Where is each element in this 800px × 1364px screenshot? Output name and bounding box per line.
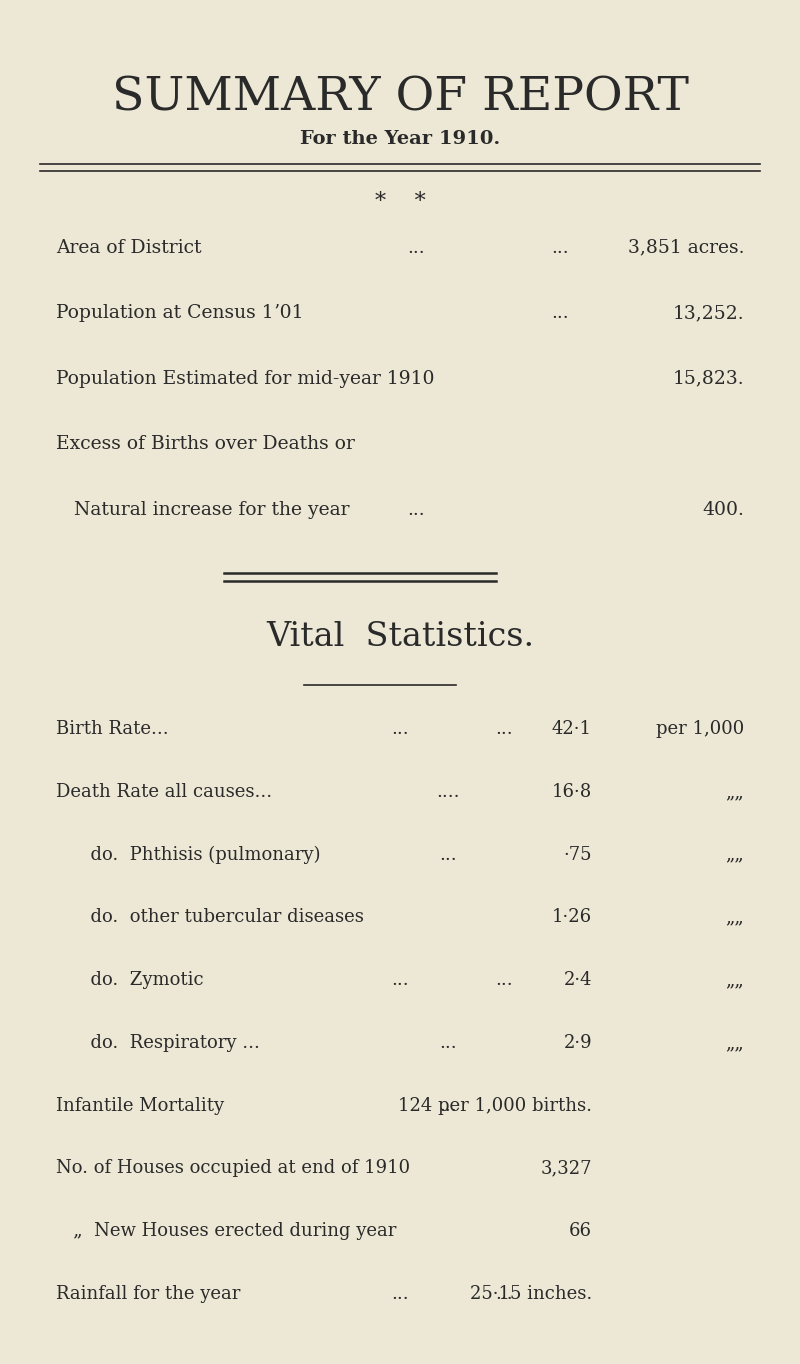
Text: 400.: 400. [702, 501, 744, 518]
Text: ...: ... [439, 1034, 457, 1052]
Text: ...: ... [551, 304, 569, 322]
Text: „„: „„ [726, 1034, 744, 1052]
Text: No. of Houses occupied at end of 1910: No. of Houses occupied at end of 1910 [56, 1159, 410, 1177]
Text: 13,252.: 13,252. [672, 304, 744, 322]
Text: 25·15 inches.: 25·15 inches. [470, 1285, 592, 1303]
Text: *    *: * * [374, 191, 426, 213]
Text: ...: ... [391, 1285, 409, 1303]
Text: 124 per 1,000 births.: 124 per 1,000 births. [398, 1097, 592, 1114]
Text: „„: „„ [726, 783, 744, 801]
Text: 2·9: 2·9 [563, 1034, 592, 1052]
Text: „„: „„ [726, 908, 744, 926]
Text: ·75: ·75 [563, 846, 592, 863]
Text: do.  Phthisis (pulmonary): do. Phthisis (pulmonary) [56, 846, 321, 863]
Text: „„: „„ [726, 846, 744, 863]
Text: Population at Census 1ʼ01: Population at Census 1ʼ01 [56, 304, 303, 322]
Text: Infantile Mortality: Infantile Mortality [56, 1097, 224, 1114]
Text: 3,327: 3,327 [541, 1159, 592, 1177]
Text: Natural increase for the year: Natural increase for the year [56, 501, 350, 518]
Text: ...: ... [391, 971, 409, 989]
Text: ...: ... [439, 846, 457, 863]
Text: ...: ... [439, 1097, 457, 1114]
Text: Population Estimated for mid-year 1910: Population Estimated for mid-year 1910 [56, 370, 434, 387]
Text: „  New Houses erected during year: „ New Houses erected during year [56, 1222, 396, 1240]
Text: ...: ... [391, 720, 409, 738]
Text: Area of District: Area of District [56, 239, 202, 256]
Text: For the Year 1910.: For the Year 1910. [300, 130, 500, 147]
Text: Excess of Births over Deaths or: Excess of Births over Deaths or [56, 435, 355, 453]
Text: ....: .... [436, 783, 460, 801]
Text: per 1,000: per 1,000 [656, 720, 744, 738]
Text: 16·8: 16·8 [552, 783, 592, 801]
Text: ...: ... [551, 239, 569, 256]
Text: 66: 66 [569, 1222, 592, 1240]
Text: 2·4: 2·4 [563, 971, 592, 989]
Text: 1·26: 1·26 [552, 908, 592, 926]
Text: SUMMARY OF REPORT: SUMMARY OF REPORT [111, 75, 689, 120]
Text: ...: ... [407, 501, 425, 518]
Text: ...: ... [495, 971, 513, 989]
Text: do.  Respiratory ...: do. Respiratory ... [56, 1034, 260, 1052]
Text: 15,823.: 15,823. [672, 370, 744, 387]
Text: „„: „„ [726, 971, 744, 989]
Text: Death Rate all causes...: Death Rate all causes... [56, 783, 272, 801]
Text: ...: ... [495, 720, 513, 738]
Text: 42·1: 42·1 [552, 720, 592, 738]
Text: do.  other tubercular diseases: do. other tubercular diseases [56, 908, 364, 926]
Text: ...: ... [495, 1285, 513, 1303]
Text: do.  Zymotic: do. Zymotic [56, 971, 204, 989]
Text: Rainfall for the year: Rainfall for the year [56, 1285, 240, 1303]
Text: Birth Rate...: Birth Rate... [56, 720, 169, 738]
Text: Vital  Statistics.: Vital Statistics. [266, 621, 534, 652]
Text: ...: ... [407, 239, 425, 256]
Text: 3,851 acres.: 3,851 acres. [627, 239, 744, 256]
